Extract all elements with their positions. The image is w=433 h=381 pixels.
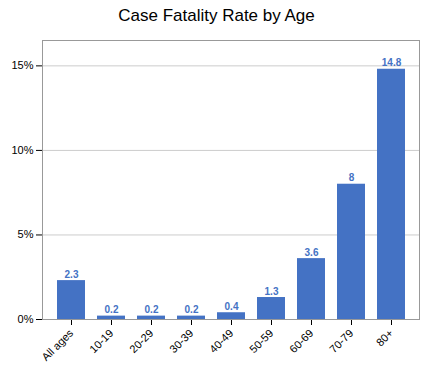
svg-text:70-79: 70-79: [327, 327, 355, 355]
svg-text:15%: 15%: [11, 59, 33, 71]
svg-text:0.2: 0.2: [185, 304, 199, 315]
svg-text:14.8: 14.8: [382, 57, 402, 68]
svg-text:All ages: All ages: [39, 326, 76, 363]
svg-text:1.3: 1.3: [265, 286, 279, 297]
svg-text:2.3: 2.3: [65, 269, 79, 280]
svg-text:50-59: 50-59: [247, 327, 275, 355]
svg-text:60-69: 60-69: [287, 327, 315, 355]
svg-text:0%: 0%: [18, 313, 34, 325]
svg-text:0.2: 0.2: [145, 304, 159, 315]
svg-text:3.6: 3.6: [305, 247, 319, 258]
svg-text:80+: 80+: [374, 327, 396, 349]
svg-text:8: 8: [349, 172, 355, 183]
svg-text:10%: 10%: [11, 144, 33, 156]
svg-text:5%: 5%: [18, 228, 34, 240]
svg-text:30-39: 30-39: [167, 327, 195, 355]
svg-text:20-29: 20-29: [127, 327, 155, 355]
svg-text:10-19: 10-19: [87, 327, 115, 355]
html-text:Case Fatality Rate by Age: Case Fatality Rate by Age: [118, 6, 315, 25]
svg-text:40-49: 40-49: [207, 327, 235, 355]
svg-text:0.2: 0.2: [105, 304, 119, 315]
svg-text:0.4: 0.4: [225, 301, 239, 312]
